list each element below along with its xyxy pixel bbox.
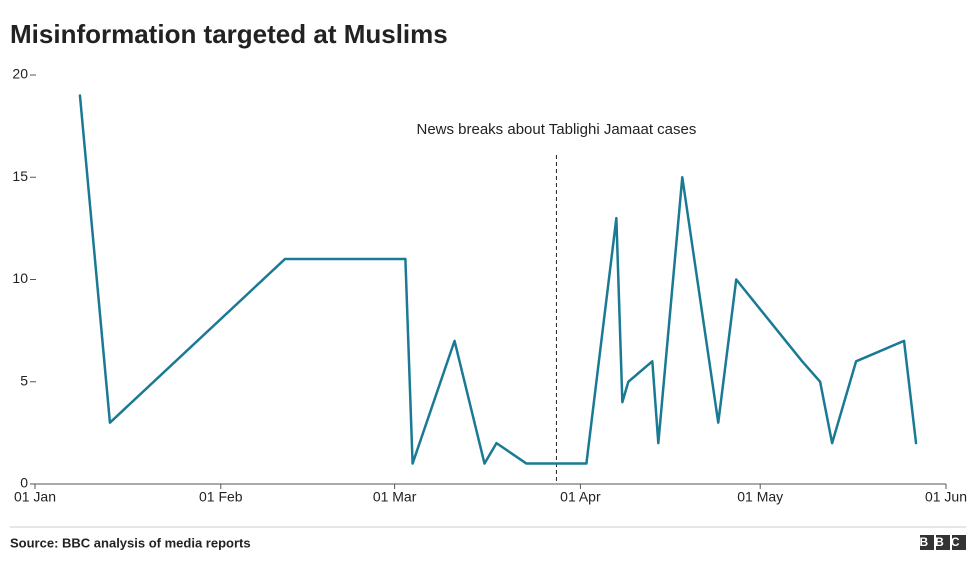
y-tick-label: 0: [20, 475, 28, 491]
x-tick-label: 01 May: [737, 489, 783, 505]
x-tick-label: 01 Jun: [925, 489, 967, 505]
y-tick-label: 15: [12, 168, 28, 184]
x-tick-label: 01 Jan: [14, 489, 56, 505]
logo-boxes: [920, 535, 966, 550]
y-tick-label: 5: [20, 372, 28, 388]
data-line: [78, 94, 918, 465]
x-tick-label: 01 Mar: [373, 489, 417, 505]
annotation: News breaks about Tablighi Jamaat cases: [416, 121, 696, 138]
y-tick-label: 20: [12, 66, 28, 82]
x-tick-label: 01 Feb: [199, 489, 243, 505]
x-tick-label: 01 Apr: [560, 489, 601, 505]
y-tick-label: 10: [12, 270, 28, 286]
source: Source: BBC analysis of media reports: [10, 535, 251, 550]
logo: BBC: [920, 535, 967, 549]
chart-title: Misinformation targeted at Muslims: [10, 19, 448, 49]
